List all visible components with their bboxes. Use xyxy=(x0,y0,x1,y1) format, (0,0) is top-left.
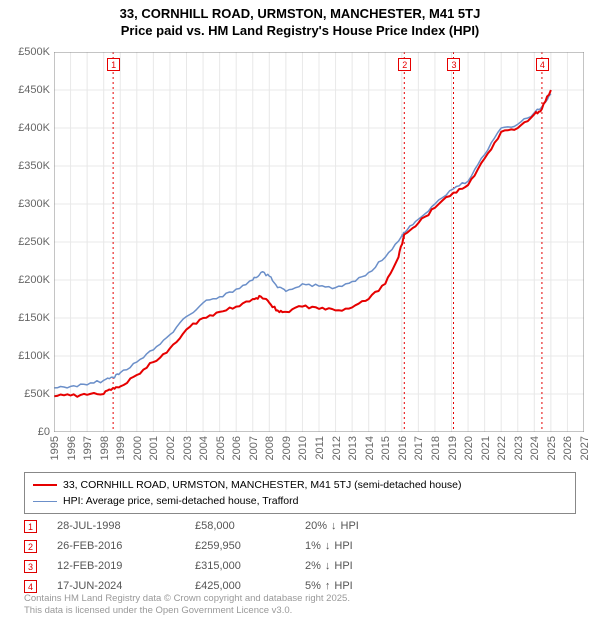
page-root: 33, CORNHILL ROAD, URMSTON, MANCHESTER, … xyxy=(0,0,600,620)
x-tick-label: 2001 xyxy=(148,436,160,460)
y-tick-label: £0 xyxy=(6,426,50,438)
x-tick-label: 2011 xyxy=(314,436,326,460)
arrow-down-icon xyxy=(331,520,337,532)
legend-swatch xyxy=(33,484,57,486)
x-tick-label: 2018 xyxy=(430,436,442,460)
legend-label: 33, CORNHILL ROAD, URMSTON, MANCHESTER, … xyxy=(63,479,462,491)
event-price: £58,000 xyxy=(195,520,305,532)
x-tick-label: 1997 xyxy=(82,436,94,460)
x-tick-label: 2000 xyxy=(132,436,144,460)
y-tick-label: £250K xyxy=(6,236,50,248)
event-marker: 3 xyxy=(24,560,37,573)
x-tick-label: 2020 xyxy=(463,436,475,460)
y-tick-label: £450K xyxy=(6,84,50,96)
legend-label: HPI: Average price, semi-detached house,… xyxy=(63,495,298,507)
x-tick-label: 2021 xyxy=(480,436,492,460)
x-tick-label: 2010 xyxy=(297,436,309,460)
chart-marker: 1 xyxy=(107,58,120,71)
event-delta: 5% HPI xyxy=(305,580,405,592)
attribution-line-2: This data is licensed under the Open Gov… xyxy=(24,605,350,616)
arrow-down-icon xyxy=(325,560,331,572)
x-tick-label: 2017 xyxy=(413,436,425,460)
legend-item: HPI: Average price, semi-detached house,… xyxy=(33,493,567,509)
x-tick-label: 2009 xyxy=(281,436,293,460)
x-tick-label: 2003 xyxy=(182,436,194,460)
x-tick-label: 2002 xyxy=(165,436,177,460)
y-tick-label: £200K xyxy=(6,274,50,286)
event-date: 26-FEB-2016 xyxy=(57,540,195,552)
x-tick-label: 1999 xyxy=(115,436,127,460)
x-tick-label: 2005 xyxy=(215,436,227,460)
y-tick-label: £500K xyxy=(6,46,50,58)
x-tick-label: 2026 xyxy=(562,436,574,460)
chart-title: 33, CORNHILL ROAD, URMSTON, MANCHESTER, … xyxy=(0,0,600,40)
event-date: 17-JUN-2024 xyxy=(57,580,195,592)
y-tick-label: £50K xyxy=(6,388,50,400)
y-tick-label: £350K xyxy=(6,160,50,172)
title-line-2: Price paid vs. HM Land Registry's House … xyxy=(0,23,600,40)
event-vs-label: HPI xyxy=(341,520,359,532)
x-tick-label: 2015 xyxy=(380,436,392,460)
x-tick-label: 1996 xyxy=(66,436,78,460)
event-vs-label: HPI xyxy=(334,560,352,572)
event-row: 1 28-JUL-1998£58,00020% HPI xyxy=(24,516,405,536)
chart-svg xyxy=(54,52,584,432)
x-tick-label: 2016 xyxy=(397,436,409,460)
x-tick-label: 1998 xyxy=(99,436,111,460)
title-line-1: 33, CORNHILL ROAD, URMSTON, MANCHESTER, … xyxy=(0,6,600,23)
x-tick-label: 2004 xyxy=(198,436,210,460)
x-tick-label: 2007 xyxy=(248,436,260,460)
x-tick-label: 2022 xyxy=(496,436,508,460)
x-tick-label: 1995 xyxy=(49,436,61,460)
x-tick-label: 2024 xyxy=(529,436,541,460)
event-delta-pct: 1% xyxy=(305,540,321,552)
event-marker: 2 xyxy=(24,540,37,553)
y-tick-label: £150K xyxy=(6,312,50,324)
chart-marker: 3 xyxy=(447,58,460,71)
events-table: 1 28-JUL-1998£58,00020% HPI 2 26-FEB-2016£25… xyxy=(24,516,405,596)
y-tick-label: £400K xyxy=(6,122,50,134)
event-date: 28-JUL-1998 xyxy=(57,520,195,532)
legend-item: 33, CORNHILL ROAD, URMSTON, MANCHESTER, … xyxy=(33,477,567,493)
x-tick-label: 2027 xyxy=(579,436,591,460)
attribution-line-1: Contains HM Land Registry data © Crown c… xyxy=(24,593,350,604)
chart-marker: 2 xyxy=(398,58,411,71)
x-tick-label: 2019 xyxy=(447,436,459,460)
event-price: £425,000 xyxy=(195,580,305,592)
event-marker: 4 xyxy=(24,580,37,593)
event-row: 2 26-FEB-2016£259,9501% HPI xyxy=(24,536,405,556)
event-delta-pct: 2% xyxy=(305,560,321,572)
event-price: £259,950 xyxy=(195,540,305,552)
event-vs-label: HPI xyxy=(334,580,352,592)
chart-area: £0£50K£100K£150K£200K£250K£300K£350K£400… xyxy=(54,52,584,432)
event-row: 3 12-FEB-2019£315,0002% HPI xyxy=(24,556,405,576)
attribution: Contains HM Land Registry data © Crown c… xyxy=(24,593,350,616)
event-delta: 20% HPI xyxy=(305,520,405,532)
x-tick-label: 2008 xyxy=(264,436,276,460)
y-tick-label: £100K xyxy=(6,350,50,362)
x-tick-label: 2012 xyxy=(331,436,343,460)
event-price: £315,000 xyxy=(195,560,305,572)
event-delta: 2% HPI xyxy=(305,560,405,572)
event-delta-pct: 20% xyxy=(305,520,327,532)
event-marker: 1 xyxy=(24,520,37,533)
arrow-up-icon xyxy=(325,580,331,592)
y-tick-label: £300K xyxy=(6,198,50,210)
x-tick-label: 2013 xyxy=(347,436,359,460)
event-vs-label: HPI xyxy=(334,540,352,552)
event-delta: 1% HPI xyxy=(305,540,405,552)
legend-swatch xyxy=(33,501,57,502)
event-date: 12-FEB-2019 xyxy=(57,560,195,572)
x-tick-label: 2006 xyxy=(231,436,243,460)
legend: 33, CORNHILL ROAD, URMSTON, MANCHESTER, … xyxy=(24,472,576,514)
gridlines xyxy=(54,52,584,432)
event-delta-pct: 5% xyxy=(305,580,321,592)
x-tick-label: 2023 xyxy=(513,436,525,460)
x-tick-label: 2025 xyxy=(546,436,558,460)
x-tick-label: 2014 xyxy=(364,436,376,460)
chart-marker: 4 xyxy=(536,58,549,71)
arrow-down-icon xyxy=(325,540,331,552)
